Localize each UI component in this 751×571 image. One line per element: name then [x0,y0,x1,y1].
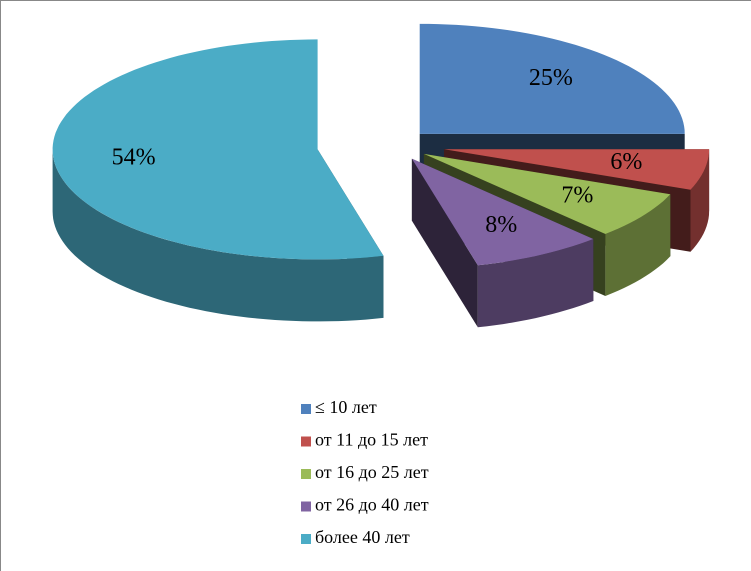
legend-swatch [301,436,311,447]
legend-swatch [301,501,311,512]
slice [52,39,384,260]
slice-side-wall [690,149,710,252]
legend-swatch [301,469,311,479]
data-label: 6% [610,149,642,175]
legend-label: более 40 лет [315,527,410,547]
pie [52,23,710,328]
legend-label: от 11 до 15 лет [315,430,428,450]
legend-label: от 16 до 25 лет [315,462,429,482]
legend-swatch [301,404,311,414]
data-label: 54% [112,145,156,171]
legend-label: ≤ 10 лет [315,397,377,417]
slice-side-wall [605,194,671,296]
slice [444,149,710,190]
data-label: 8% [485,212,517,238]
legend-swatch [301,534,311,544]
slice-cut-wall [411,158,478,328]
slice [411,158,594,266]
slice-side-wall [477,239,594,328]
slice-side-wall [52,149,384,322]
data-label: 25% [529,65,573,91]
data-label: 7% [561,183,593,209]
slice [419,23,685,134]
slice [423,153,671,234]
legend-label: от 26 до 40 лет [315,495,429,515]
